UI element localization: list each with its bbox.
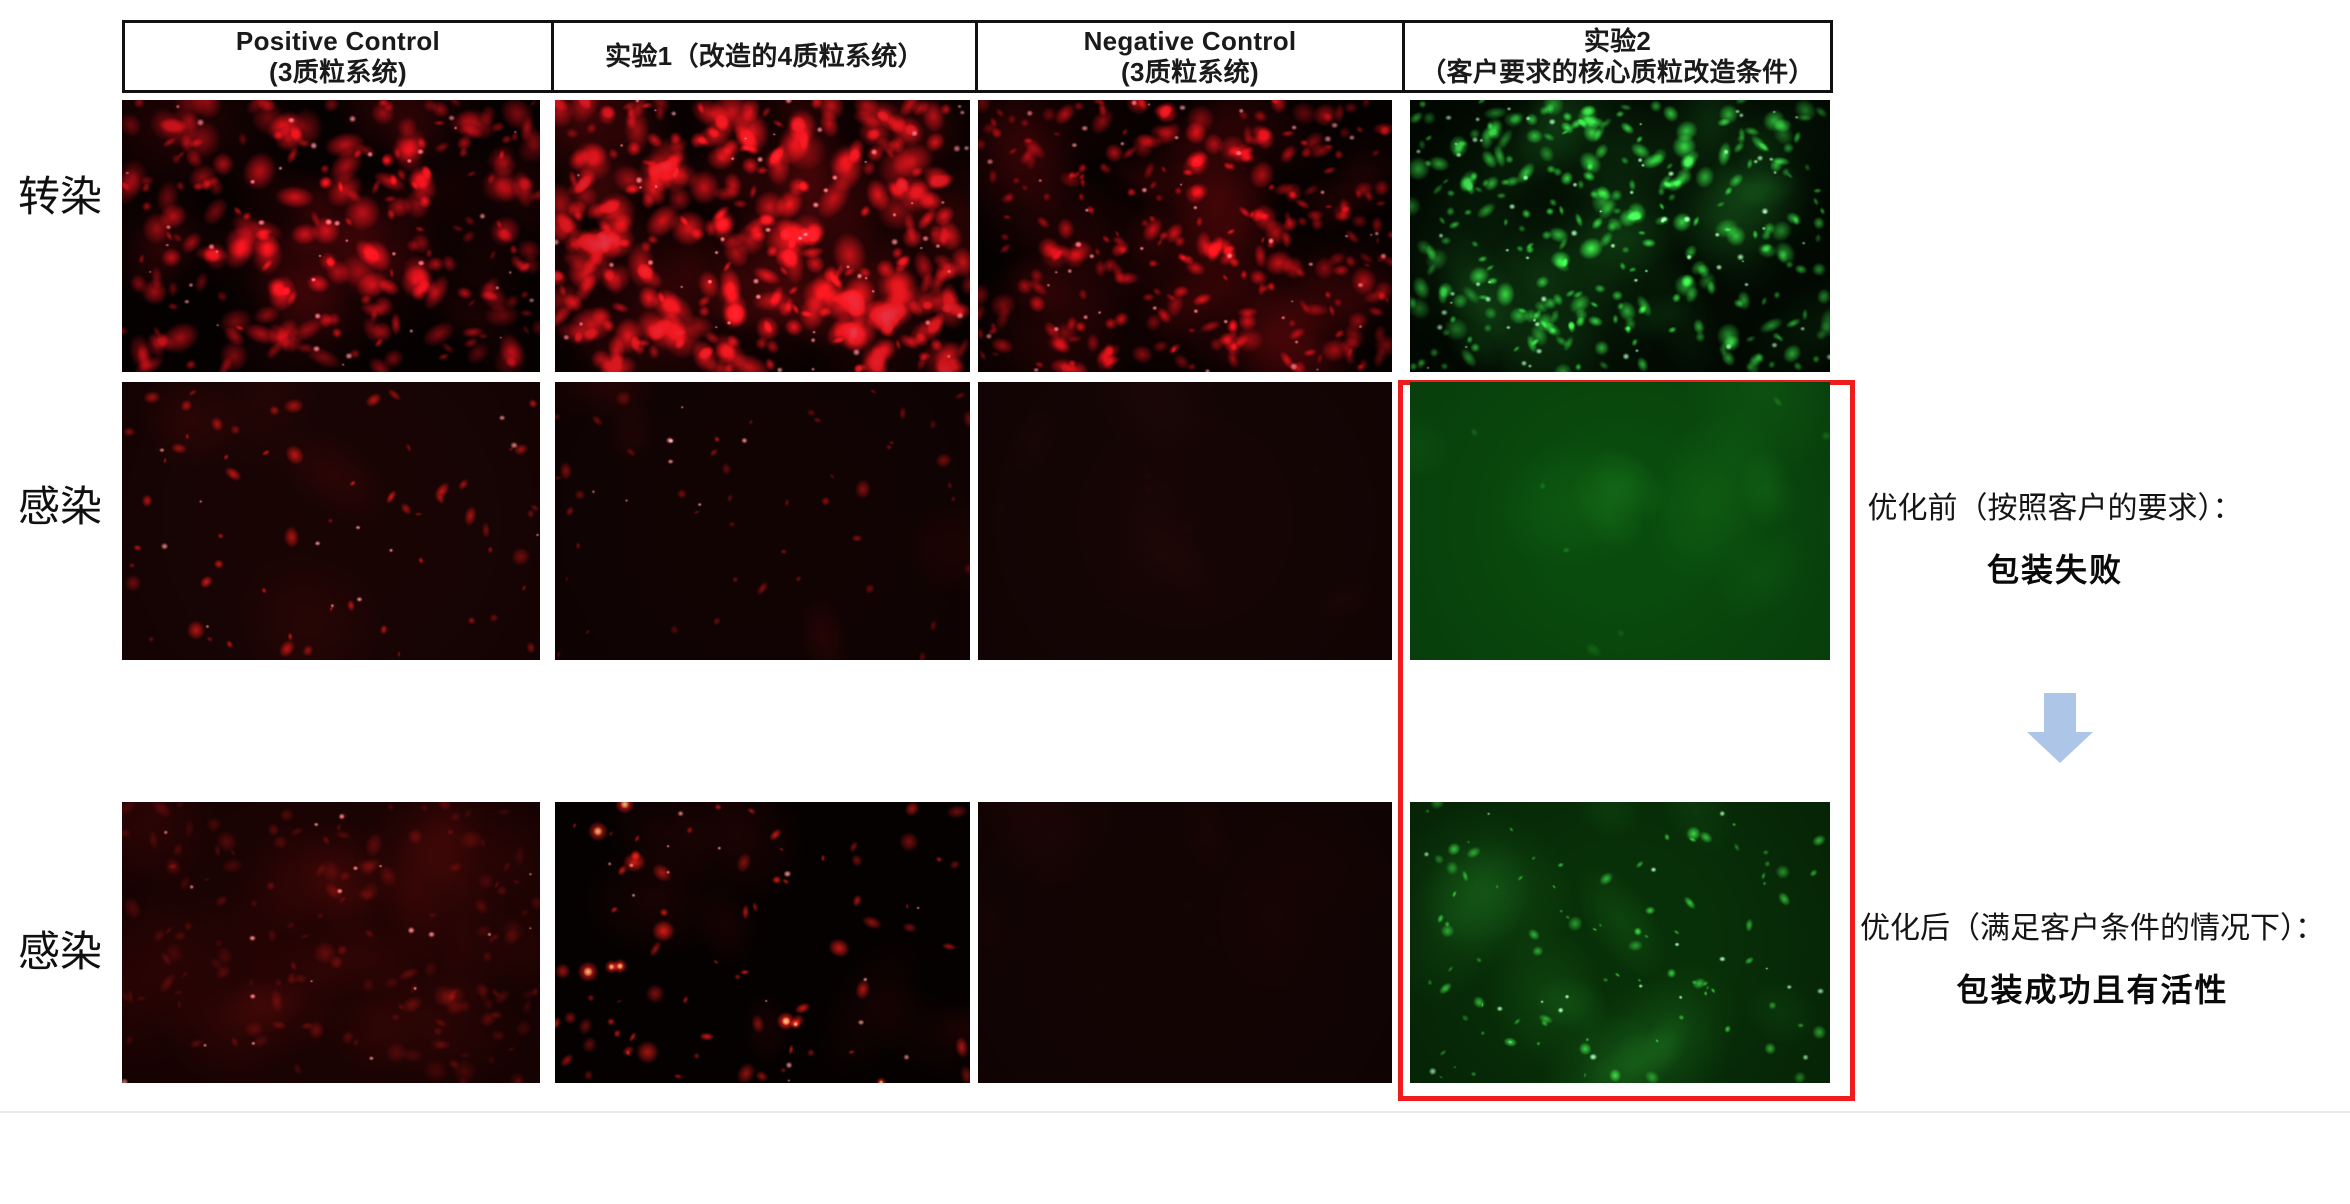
column-header-subtitle: (3质粒系统) [1121,56,1259,87]
column-header-table: Positive Control (3质粒系统) 实验1（改造的4质粒系统） N… [122,20,1833,93]
column-header-experiment-2: 实验2 （客户要求的核心质粒改造条件） [1402,23,1830,90]
micrograph-r1c2 [555,100,970,372]
micrograph-r2c1 [122,382,540,660]
bottom-divider-line [0,1111,2350,1113]
micrograph-r1c3 [978,100,1392,372]
column-header-title: Negative Control [1083,25,1297,56]
micrograph-r1c1 [122,100,540,372]
annotation-after-optimization: 优化后（满足客户条件的情况下）： 包装成功且有活性 [1845,903,2340,1011]
annotation-before-result: 包装失败 [1986,552,2123,588]
down-arrow-shaft [2044,693,2076,733]
micrograph-r2c3 [978,382,1392,660]
micrograph-r1c4 [1410,100,1830,372]
column-header-subtitle: （客户要求的核心质粒改造条件） [1420,56,1815,87]
row-label-transfection: 转染 [18,173,103,220]
column-header-title: 实验1（改造的4质粒系统） [605,41,924,72]
row-label-infection-1: 感染 [18,483,103,530]
micrograph-r3c1 [122,802,540,1083]
row-label-infection-2: 感染 [18,928,103,975]
down-arrow-icon [2027,693,2093,763]
annotation-before-label: 优化前（按照客户的要求）： [1867,492,2243,525]
micrograph-r2c2 [555,382,970,660]
column-header-title: Positive Control [235,25,441,56]
column-header-experiment-1: 实验1（改造的4质粒系统） [551,23,975,90]
annotation-after-label: 优化后（满足客户条件的情况下）： [1860,912,2325,945]
down-arrow-head [2027,732,2093,763]
micrograph-r3c2 [555,802,970,1083]
annotation-before-optimization: 优化前（按照客户的要求）： 包装失败 [1850,483,2260,591]
micrograph-r3c4 [1410,802,1830,1083]
column-header-positive-control: Positive Control (3质粒系统) [125,23,551,90]
column-header-negative-control: Negative Control (3质粒系统) [975,23,1402,90]
micrograph-r3c3 [978,802,1392,1083]
micrograph-r2c4 [1410,382,1830,660]
column-header-title: 实验2 [1583,25,1652,56]
annotation-after-result: 包装成功且有活性 [1956,972,2229,1008]
column-header-subtitle: (3质粒系统) [269,56,407,87]
